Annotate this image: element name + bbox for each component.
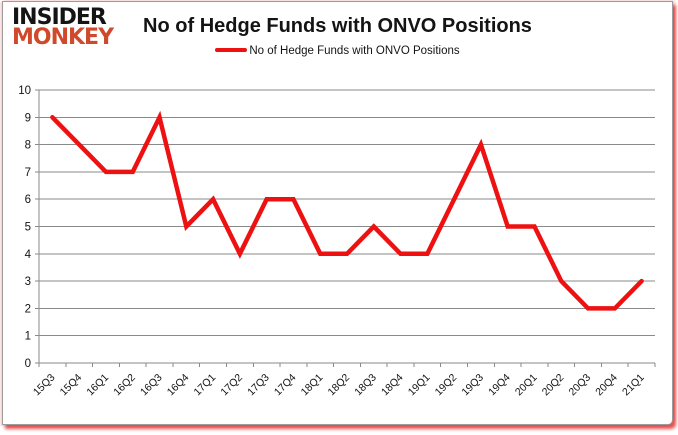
x-tick-label: 19Q1 bbox=[406, 372, 433, 399]
x-tick-label: 18Q3 bbox=[352, 372, 379, 399]
x-tick-label: 18Q2 bbox=[325, 372, 352, 399]
x-tick-label: 18Q4 bbox=[379, 372, 406, 399]
y-tick-label: 0 bbox=[25, 358, 31, 370]
x-tick-label: 16Q1 bbox=[84, 372, 111, 399]
y-tick-label: 3 bbox=[25, 276, 31, 288]
x-tick-label: 19Q2 bbox=[433, 372, 460, 399]
y-tick-label: 10 bbox=[18, 85, 31, 97]
y-tick-label: 7 bbox=[25, 167, 31, 179]
x-tick-label: 16Q3 bbox=[138, 372, 165, 399]
y-tick-label: 8 bbox=[25, 140, 31, 152]
y-tick-label: 9 bbox=[25, 112, 31, 124]
x-tick-label: 20Q1 bbox=[513, 372, 540, 399]
legend-line-swatch bbox=[215, 48, 247, 52]
y-tick-label: 4 bbox=[25, 249, 32, 261]
x-tick-label: 18Q1 bbox=[299, 372, 326, 399]
logo-line2: MONKEY bbox=[12, 28, 113, 48]
x-tick-label: 15Q3 bbox=[31, 372, 58, 399]
y-tick-label: 2 bbox=[25, 303, 31, 315]
x-tick-label: 17Q1 bbox=[192, 372, 219, 399]
x-tick-label: 17Q4 bbox=[272, 372, 299, 399]
x-tick-label: 20Q3 bbox=[567, 372, 594, 399]
insider-monkey-logo: INSIDER MONKEY bbox=[12, 8, 113, 48]
legend-label: No of Hedge Funds with ONVO Positions bbox=[249, 45, 459, 57]
x-tick-label: 15Q4 bbox=[58, 372, 85, 399]
x-tick-label: 16Q4 bbox=[165, 372, 192, 399]
x-tick-label: 17Q3 bbox=[245, 372, 272, 399]
x-tick-label: 20Q4 bbox=[593, 372, 620, 399]
y-tick-label: 6 bbox=[25, 194, 31, 206]
chart-header: INSIDER MONKEY No of Hedge Funds with ON… bbox=[3, 2, 672, 82]
y-tick-label: 1 bbox=[25, 331, 31, 343]
x-tick-label: 20Q2 bbox=[540, 372, 567, 399]
x-tick-label: 19Q3 bbox=[459, 372, 486, 399]
series-line bbox=[52, 117, 641, 308]
x-tick-label: 19Q4 bbox=[486, 372, 513, 399]
x-tick-label: 17Q2 bbox=[218, 372, 245, 399]
y-tick-label: 5 bbox=[25, 222, 31, 234]
x-tick-label: 21Q1 bbox=[620, 372, 647, 399]
chart-card: INSIDER MONKEY No of Hedge Funds with ON… bbox=[2, 1, 673, 425]
x-tick-label: 16Q2 bbox=[111, 372, 138, 399]
